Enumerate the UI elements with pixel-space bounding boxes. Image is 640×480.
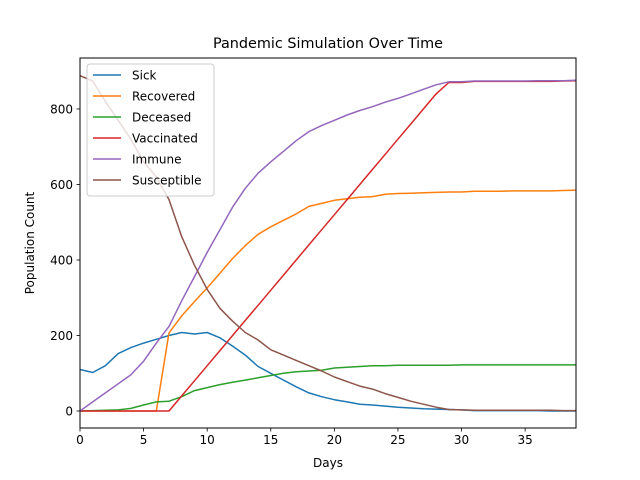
x-tick-label: 20 [327, 433, 342, 447]
y-tick-label: 0 [65, 405, 73, 419]
x-axis: 0 5 10 15 20 25 30 35 [76, 428, 533, 447]
plot-frame [79, 57, 577, 429]
legend-label-susceptible: Susceptible [132, 174, 201, 188]
x-tick-label: 30 [454, 433, 469, 447]
legend-label-vaccinated: Vaccinated [132, 132, 198, 146]
series-line-sick [79, 331, 576, 412]
x-tick-label: 25 [390, 433, 405, 447]
legend-box [86, 63, 215, 197]
legend-label-sick: Sick [132, 69, 157, 83]
chart-title: Pandemic Simulation Over Time [213, 36, 443, 52]
x-tick-label: 35 [517, 433, 532, 447]
x-tick-label: 0 [76, 433, 84, 447]
series-line-immune [79, 79, 577, 412]
y-tick-label: 600 [50, 178, 73, 192]
y-axis: 0 200 400 600 800 [50, 102, 80, 419]
y-tick-label: 200 [50, 329, 73, 343]
x-tick-label: 5 [140, 433, 148, 447]
legend-label-recovered: Recovered [132, 90, 195, 104]
y-tick-label: 400 [50, 253, 73, 267]
legend-label-immune: Immune [132, 153, 182, 167]
x-axis-label: Days [313, 456, 343, 470]
y-axis-label: Population Count [23, 191, 37, 294]
y-tick-label: 800 [50, 102, 73, 116]
legend-label-deceased: Deceased [132, 111, 191, 125]
series-line-deceased [79, 364, 576, 412]
series-line-recovered [80, 189, 577, 412]
x-tick-label: 10 [200, 433, 215, 447]
x-tick-label: 15 [263, 433, 278, 447]
legend: Sick Recovered Deceased Vaccinated Immune Sus… [86, 63, 215, 197]
